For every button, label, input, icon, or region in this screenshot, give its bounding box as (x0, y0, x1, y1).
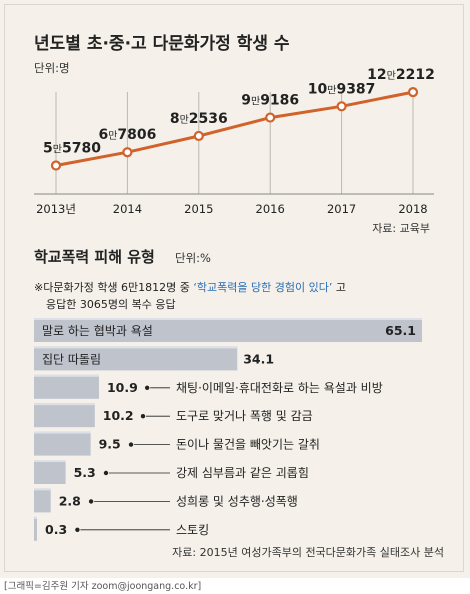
bar-chart-bar-highlight (34, 403, 95, 406)
bar-chart-value-label: 2.8 (59, 493, 81, 508)
line-chart-points (50, 87, 419, 171)
bar-chart-category-label: 성희롱 및 성추행·성폭행 (176, 493, 298, 508)
bar-chart-title: 학교폭력 피해 유형 (34, 248, 155, 266)
infographic-svg: 년도별 초·중·고 다문화가정 학생 수 단위:명 2013년 2014 2015 2… (34, 34, 444, 559)
bar-chart-value-label: 10.2 (103, 408, 134, 423)
bar-chart-category-label: 채팅·이메일·휴대전화로 하는 욕설과 비방 (176, 381, 383, 395)
bar-chart-value-label: 0.3 (45, 522, 67, 537)
bar-chart-bars: 말로 하는 협박과 욕설 65.1 집단 따돌림 34.1 10.9 채팅·이메일·휴대전… (34, 318, 422, 541)
bar-chart-bar-highlight (34, 431, 91, 434)
bar-chart-category-label: 도구로 맞거나 폭행 및 감금 (176, 408, 313, 423)
line-chart-value-label: 8만2536 (170, 111, 228, 127)
bar-chart-leader-dot (140, 414, 146, 419)
bar-chart-bar-highlight (34, 460, 66, 462)
bar-chart-source: 자료: 2015년 여성가족부의 전국다문화가족 실태조사 분석 (172, 546, 444, 559)
bar-chart-category-label: 스토킹 (176, 523, 209, 537)
line-chart-point (193, 130, 204, 142)
line-chart-x-tick-label: 2018 (398, 202, 427, 216)
line-chart-x-tick-label: 2014 (113, 202, 142, 216)
line-chart-x-tick-label: 2013년 (36, 202, 76, 216)
line-chart-x-tick-labels: 2013년 2014 2015 2016 2017 2018 (36, 202, 428, 216)
bar-chart-unit: 단위:% (175, 251, 211, 265)
bar-chart-note-line-1: ※다문화가정 학생 6만1812명 중 ‘학교폭력을 당한 경험이 있다’ 고 (34, 281, 346, 294)
line-chart-x-tick-label: 2017 (327, 202, 356, 216)
line-chart-unit: 단위:명 (34, 61, 70, 75)
bar-chart-note-suffix: 고 (332, 281, 346, 294)
bar-chart-category-label: 집단 따돌림 (42, 352, 101, 366)
bar-chart-category-label: 말로 하는 협박과 욕설 (42, 324, 153, 338)
line-chart-point (407, 87, 419, 98)
bar-chart-bar (34, 374, 99, 399)
bar-chart-bar-highlight (34, 346, 238, 349)
line-chart-x-tick-label: 2015 (184, 202, 213, 216)
line-chart-value-label: 9만9186 (241, 93, 299, 109)
bar-chart-bar (34, 488, 51, 513)
bar-chart-value-label: 5.3 (74, 465, 96, 480)
bar-chart-note-line-2: 응답한 3065명의 복수 응답 (46, 298, 176, 311)
bar-chart-leader-dot (75, 527, 80, 532)
line-chart-point (50, 160, 62, 171)
line-chart-gridlines (34, 92, 434, 195)
infographic-frame: 년도별 초·중·고 다문화가정 학생 수 단위:명 2013년 2014 2015 2… (0, 0, 470, 578)
bar-chart-value-label: 34.1 (243, 351, 274, 366)
bar-chart-bar-highlight (34, 318, 422, 320)
line-chart-point (265, 112, 276, 123)
line-chart-value-label: 5만5780 (43, 141, 101, 157)
bar-chart-note-prefix: ※다문화가정 학생 6만1812명 중 (34, 281, 193, 294)
bar-chart-bar-highlight (34, 488, 51, 491)
line-chart: 년도별 초·중·고 다문화가정 학생 수 단위:명 2013년 2014 2015 2… (34, 34, 435, 235)
bar-chart-bar (34, 431, 91, 456)
bar-chart-bar (34, 403, 95, 428)
bar-chart-bar (34, 346, 238, 371)
bar-chart-leader-dot (144, 385, 150, 390)
line-chart-point (336, 101, 347, 112)
bar-chart-leader-dot (88, 499, 94, 504)
bar-chart-bar (34, 516, 37, 541)
line-chart-value-label: 6만7806 (98, 127, 156, 143)
line-chart-value-label: 10만9387 (308, 81, 376, 97)
bar-chart-category-label: 강제 심부름과 같은 괴롭힘 (176, 466, 309, 480)
bar-chart: 학교폭력 피해 유형 단위:% ※다문화가정 학생 6만1812명 중 ‘학교폭… (34, 248, 444, 559)
bar-chart-value-label: 10.9 (107, 380, 138, 395)
bar-chart-leader-dot (128, 442, 134, 447)
bar-chart-value-label: 65.1 (385, 323, 416, 338)
line-chart-source: 자료: 교육부 (372, 222, 430, 235)
bar-chart-value-label: 9.5 (99, 437, 121, 452)
bar-chart-category-label: 돈이나 물건을 빼앗기는 갈취 (176, 438, 320, 452)
line-chart-series-line (55, 90, 414, 167)
bar-chart-leader-dot (103, 470, 109, 476)
bar-chart-bar (34, 460, 66, 484)
line-chart-x-tick-label: 2016 (256, 202, 285, 216)
bar-chart-bar (34, 318, 422, 342)
line-chart-title: 년도별 초·중·고 다문화가정 학생 수 (34, 34, 290, 54)
line-chart-value-label: 12만2212 (367, 67, 435, 83)
bar-chart-bar-highlight (34, 374, 99, 377)
bar-chart-note-quote: ‘학교폭력을 당한 경험이 있다’ (193, 281, 332, 294)
bar-chart-bar-highlight (34, 516, 37, 519)
line-chart-point (122, 147, 133, 158)
graphic-credit: [그래픽=김주원 기자 zoom@joongang.co.kr] (4, 581, 202, 592)
